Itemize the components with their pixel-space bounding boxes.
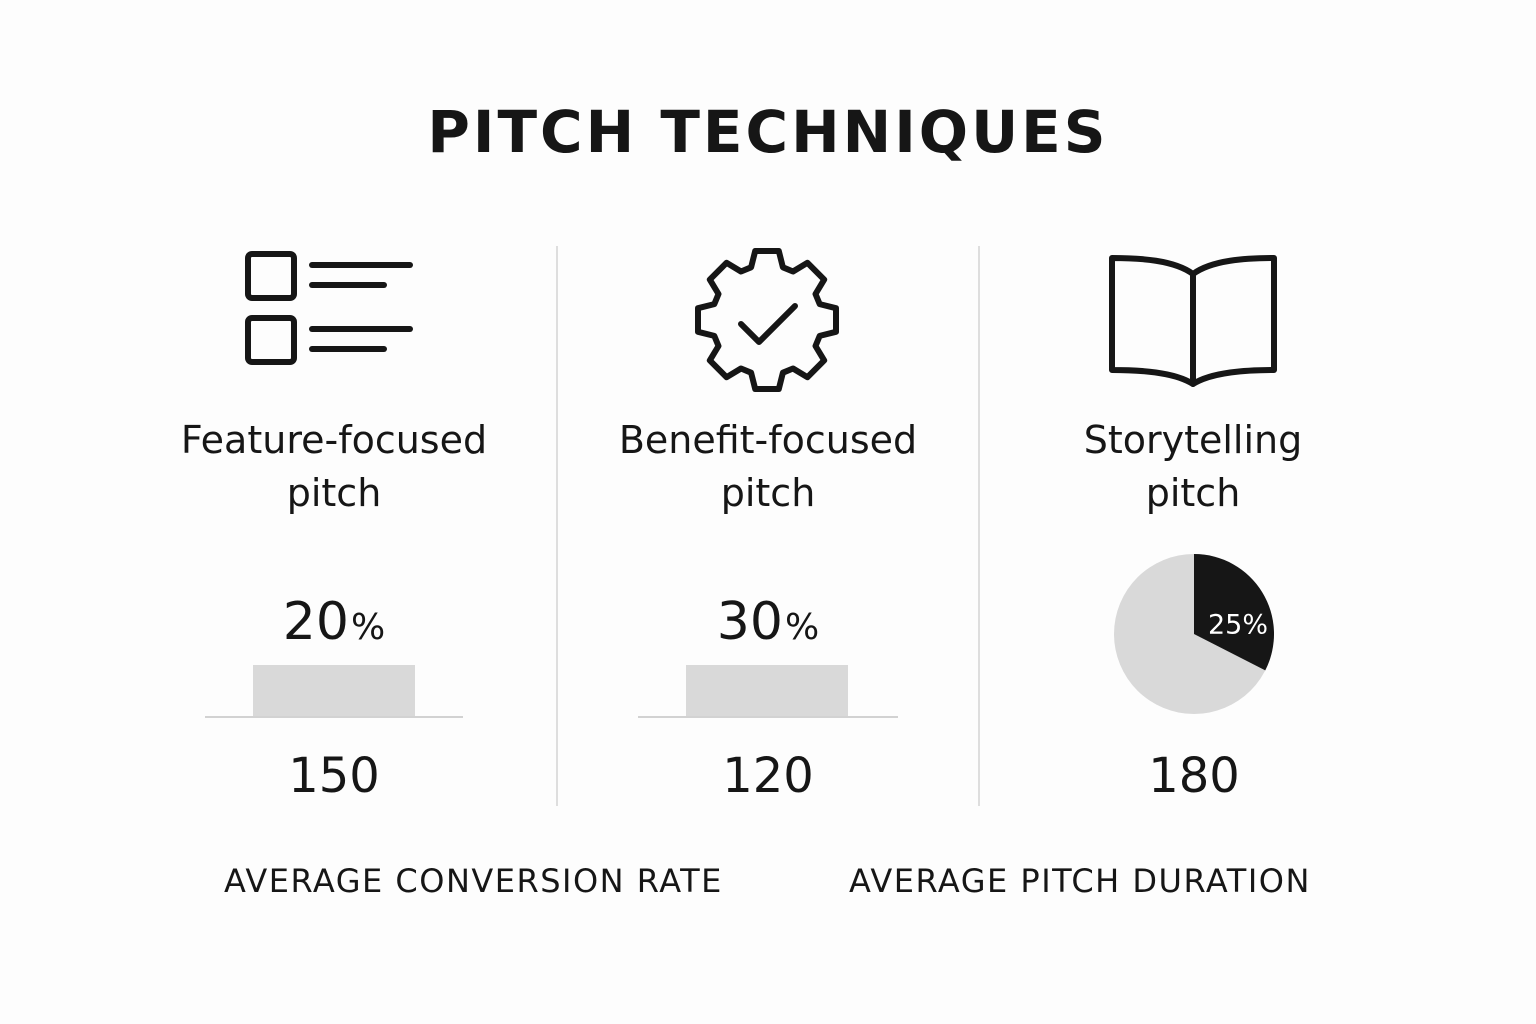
bar-baseline-benefit <box>638 716 898 718</box>
conversion-rate-label-benefit: 30% <box>668 592 868 652</box>
technique-name-feature: Feature-focused pitch <box>134 414 534 520</box>
technique-name-line1: Benefit-focused <box>618 418 918 462</box>
column-divider-1 <box>556 246 558 806</box>
technique-name-storytelling: Storytelling pitch <box>993 414 1393 520</box>
conversion-rate-bar-benefit <box>686 665 848 717</box>
column-divider-2 <box>978 246 980 806</box>
technique-name-line1: Feature-focused <box>180 418 488 462</box>
conversion-rate-label-feature: 20% <box>234 592 434 652</box>
conversion-rate-pie-storytelling: 25% <box>1114 554 1274 714</box>
technique-name-line1: Storytelling <box>1083 418 1303 462</box>
pitch-duration-benefit: 120 <box>722 748 814 804</box>
gear-check-icon <box>695 248 839 392</box>
technique-name-benefit: Benefit-focused pitch <box>568 414 968 520</box>
footer-label-conversion-rate: AVERAGE CONVERSION RATE <box>224 862 723 900</box>
pie-slice-label: 25% <box>1208 610 1268 641</box>
technique-name-line2: pitch <box>286 471 382 515</box>
pie-slice-highlight <box>1194 554 1274 671</box>
checklist-icon <box>245 251 413 365</box>
page-title: PITCH TECHNIQUES <box>427 98 1109 166</box>
bar-baseline-feature <box>205 716 463 718</box>
pitch-duration-storytelling: 180 <box>1148 748 1240 804</box>
conversion-rate-bar-feature <box>253 665 415 717</box>
rate-value: 20 <box>282 592 349 652</box>
open-book-icon <box>1109 255 1277 387</box>
pitch-duration-feature: 150 <box>288 748 380 804</box>
technique-name-line2: pitch <box>720 471 816 515</box>
rate-unit: % <box>784 607 820 648</box>
technique-name-line2: pitch <box>1145 471 1241 515</box>
footer-label-pitch-duration: AVERAGE PITCH DURATION <box>849 862 1311 900</box>
rate-unit: % <box>350 607 386 648</box>
rate-value: 30 <box>716 592 783 652</box>
